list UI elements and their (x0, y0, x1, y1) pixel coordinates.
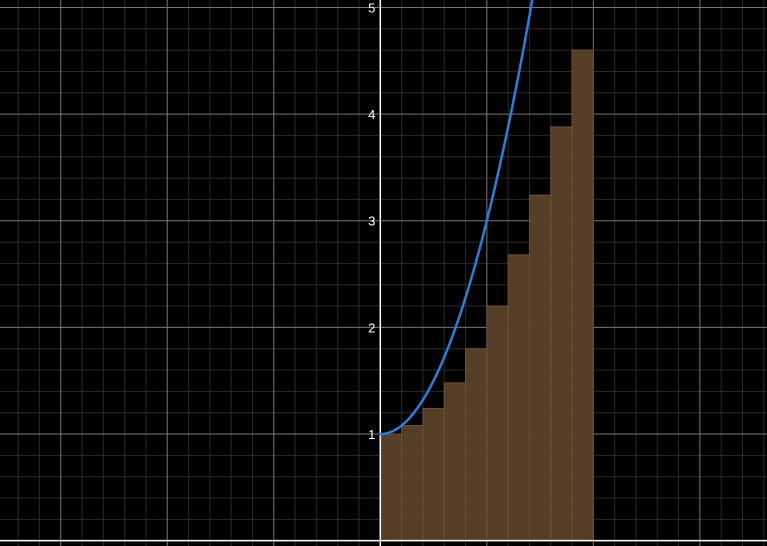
y-tick-label: 5 (368, 0, 375, 15)
riemann-bar (486, 305, 509, 542)
riemann-bar (550, 126, 573, 542)
riemann-bar (379, 433, 403, 542)
riemann-bar (422, 407, 445, 542)
riemann-bar (401, 424, 424, 542)
y-tick-label: 4 (368, 107, 375, 122)
riemann-bar (507, 254, 530, 542)
y-tick-label: 2 (368, 320, 375, 335)
y-tick-label: 1 (368, 427, 375, 442)
riemann-bar (443, 382, 467, 542)
function-curve (379, 0, 534, 436)
riemann-bar (571, 49, 594, 542)
riemann-bar (465, 348, 488, 542)
y-tick-label: 3 (368, 214, 375, 229)
riemann-bars (379, 49, 594, 542)
riemann-bar (528, 194, 552, 542)
y-tick-labels: 1 2 3 4 5 (368, 0, 375, 442)
